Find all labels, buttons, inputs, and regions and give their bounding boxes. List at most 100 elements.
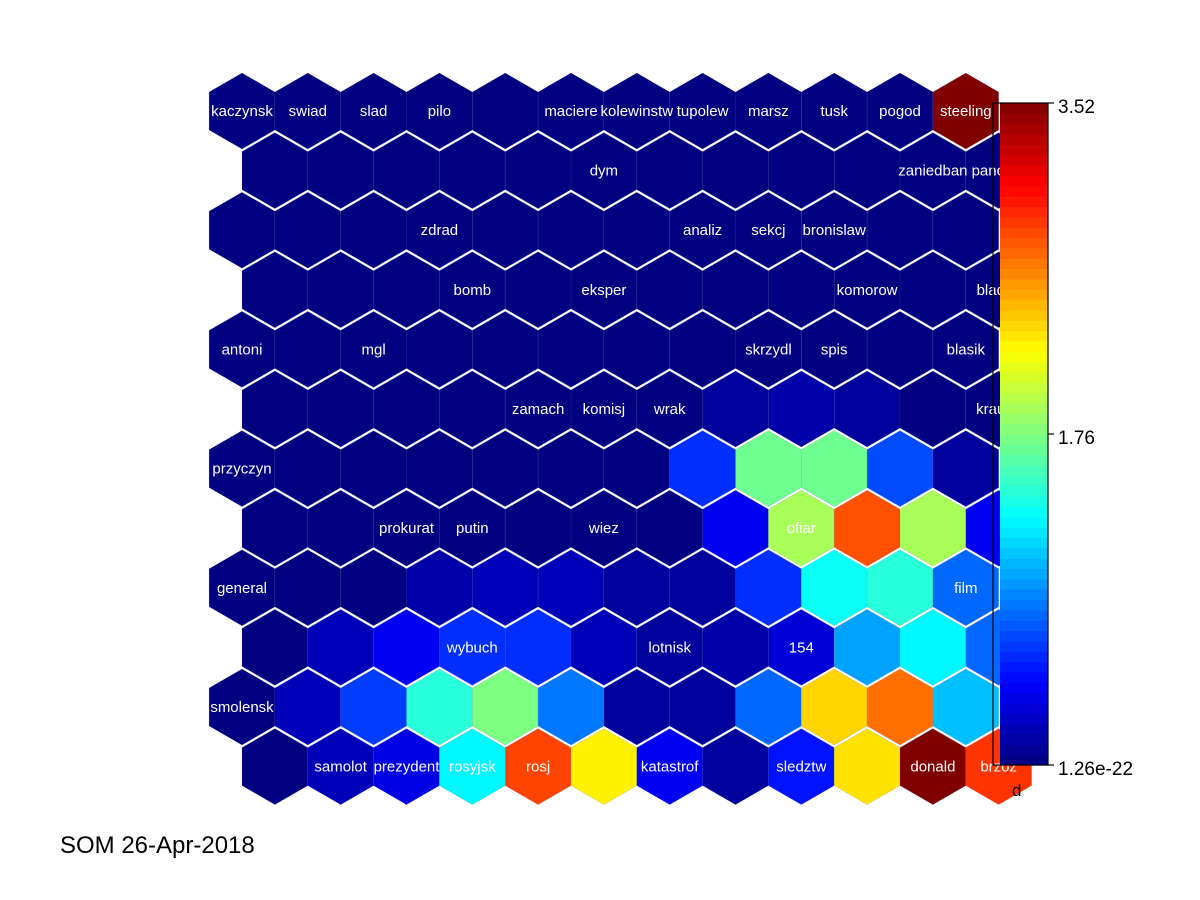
hex-cell	[340, 191, 407, 269]
node-label: zdrad	[421, 222, 459, 239]
hex-cell	[932, 430, 999, 507]
hex-cell	[768, 251, 835, 329]
hex-cell	[472, 549, 539, 627]
node-label: bronislaw	[803, 222, 867, 239]
hex-cell	[274, 311, 341, 388]
hex-cell	[603, 549, 670, 627]
colorbar-swatch	[1000, 247, 1048, 259]
colorbar-swatch	[1000, 340, 1048, 352]
colorbar-swatch	[1000, 558, 1048, 570]
colorbar-swatch	[1000, 578, 1048, 590]
hex-cell	[899, 251, 967, 329]
hex-cell	[274, 191, 341, 269]
colorbar-swatch	[1000, 444, 1048, 456]
hex-cell	[932, 668, 999, 746]
node-label: marsz	[748, 103, 789, 120]
hex-cell	[241, 132, 309, 209]
hex-cell	[406, 549, 473, 627]
hex-cell	[472, 668, 539, 746]
node-label: zamach	[512, 401, 565, 418]
hex-cell	[768, 132, 835, 209]
hex-cell	[669, 549, 736, 627]
node-label: 154	[789, 639, 814, 656]
hex-cell	[866, 668, 934, 746]
hex-cell	[932, 191, 999, 269]
node-label: mgl	[362, 341, 386, 358]
hex-cell	[241, 728, 309, 805]
node-label: wybuch	[446, 639, 498, 656]
colorbar-swatch	[1000, 744, 1048, 756]
colorbar-swatch	[1000, 113, 1048, 125]
hex-cell	[932, 72, 999, 150]
hex-cell	[241, 251, 309, 329]
node-label: przyczyn	[212, 461, 271, 478]
colorbar-swatch	[1000, 516, 1048, 528]
colorbar-swatch	[1000, 165, 1048, 176]
colorbar-swatch	[1000, 268, 1048, 280]
colorbar-swatch	[1000, 465, 1048, 476]
hex-cell	[833, 728, 901, 805]
colorbar-swatch	[1000, 144, 1048, 156]
hex-cell	[768, 370, 835, 448]
node-label: maciere	[544, 103, 597, 120]
hex-cell	[340, 430, 407, 507]
hex-cell	[504, 251, 572, 329]
node-label: kaczynsk	[211, 103, 273, 120]
hex-cell	[801, 668, 868, 746]
hex-cell	[537, 311, 605, 388]
colorbar-swatch	[1000, 620, 1048, 632]
colorbar-swatch	[1000, 103, 1048, 114]
colorbar-swatch	[1000, 423, 1048, 435]
hex-cell	[504, 489, 572, 567]
colorbar-swatch	[1000, 485, 1048, 497]
hex-cell	[307, 609, 374, 686]
node-label: rosj	[526, 759, 550, 776]
node-label: sledztw	[776, 759, 826, 776]
colorbar-swatch	[1000, 630, 1048, 642]
colorbar-swatch	[1000, 196, 1048, 208]
colorbar-max-label: 3.52	[1058, 97, 1095, 118]
node-label: rosyjsk	[449, 759, 496, 776]
hex-cell	[636, 489, 703, 567]
hex-cell	[932, 311, 999, 388]
colorbar-swatch	[1000, 154, 1048, 166]
hex-cell	[537, 191, 605, 269]
node-label: wrak	[653, 401, 686, 418]
node-label: prezydent	[374, 759, 441, 776]
colorbar-swatch	[1000, 640, 1048, 652]
hex-cell	[866, 430, 934, 507]
hex-cell	[801, 430, 868, 507]
hex-cell	[472, 72, 539, 150]
colorbar	[992, 102, 1054, 766]
colorbar-swatch	[1000, 454, 1048, 466]
colorbar-swatch	[1000, 330, 1048, 342]
hex-cell	[833, 370, 901, 448]
colorbar-swatch	[1000, 692, 1048, 704]
colorbar-swatch	[1000, 402, 1048, 414]
hex-cell	[406, 430, 473, 507]
colorbar-swatch	[1000, 702, 1048, 714]
node-label: kolewinstw	[601, 103, 674, 120]
colorbar-swatch	[1000, 289, 1048, 301]
colorbar-swatch	[1000, 206, 1048, 218]
hex-cell	[504, 609, 572, 686]
hex-cell	[899, 489, 967, 567]
node-label: smolensk	[210, 699, 274, 716]
hex-cell	[866, 549, 934, 627]
node-label: komorow	[837, 282, 898, 299]
hex-cell	[307, 370, 374, 448]
hex-cell	[570, 728, 638, 805]
hex-cell	[603, 191, 670, 269]
hex-grid	[208, 72, 1032, 805]
hex-cell	[373, 609, 440, 686]
hex-cell	[702, 251, 769, 329]
node-label: analiz	[683, 222, 722, 239]
hex-cell	[669, 430, 736, 507]
hex-cell	[899, 370, 967, 448]
node-label: prokurat	[379, 520, 435, 537]
colorbar-swatch	[1000, 413, 1048, 425]
hex-cell	[439, 370, 506, 448]
colorbar-swatch	[1000, 299, 1048, 311]
hex-cell	[373, 132, 440, 209]
